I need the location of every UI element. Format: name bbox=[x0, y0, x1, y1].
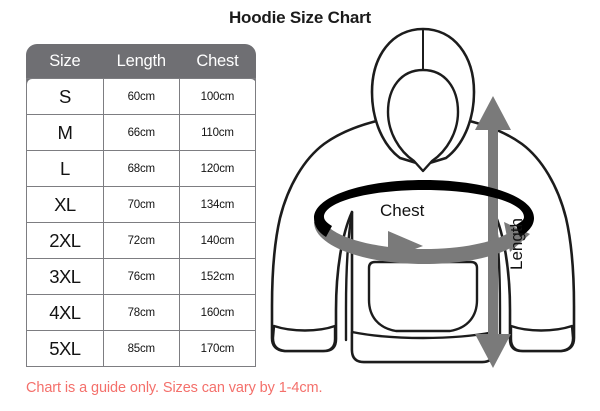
length-label: Length bbox=[507, 218, 526, 270]
chest-band-ellipse bbox=[314, 180, 534, 237]
cell-chest: 170cm bbox=[178, 330, 257, 367]
table-row: M 66cm 110cm bbox=[26, 114, 257, 151]
table-row: 3XL 76cm 152cm bbox=[26, 258, 257, 295]
cell-length: 68cm bbox=[102, 150, 180, 187]
disclaimer-note: Chart is a guide only. Sizes can vary by… bbox=[26, 380, 323, 396]
cuff-icon bbox=[271, 324, 575, 353]
cell-size: XL bbox=[26, 186, 104, 223]
column-header-size: Size bbox=[49, 51, 81, 70]
cell-chest: 140cm bbox=[178, 222, 257, 259]
cell-length: 70cm bbox=[102, 186, 180, 223]
cell-length: 60cm bbox=[102, 78, 180, 115]
cell-size: L bbox=[26, 150, 104, 187]
cell-chest: 134cm bbox=[178, 186, 257, 223]
hoodie-diagram: Chest Length bbox=[268, 20, 600, 380]
table-row: 2XL 72cm 140cm bbox=[26, 222, 257, 259]
size-table-frame: Size Length Chest S 60cm 100cm M 66cm 11… bbox=[26, 44, 257, 367]
cell-size: 3XL bbox=[26, 258, 104, 295]
cell-length: 72cm bbox=[102, 222, 180, 259]
column-header-chest: Chest bbox=[196, 51, 239, 70]
hood-opening bbox=[386, 68, 460, 173]
table-body: S 60cm 100cm M 66cm 110cm L 68cm 120cm X… bbox=[26, 78, 257, 367]
table-row: XL 70cm 134cm bbox=[26, 186, 257, 223]
table-row: S 60cm 100cm bbox=[26, 78, 257, 115]
cell-size: 4XL bbox=[26, 294, 104, 331]
cell-chest: 160cm bbox=[178, 294, 257, 331]
cell-size: 2XL bbox=[26, 222, 104, 259]
table-row: 5XL 85cm 170cm bbox=[26, 330, 257, 367]
size-table: Size Length Chest S 60cm 100cm M 66cm 11… bbox=[26, 44, 257, 367]
column-header-length: Length bbox=[116, 51, 166, 70]
kangaroo-pocket bbox=[367, 260, 479, 333]
chest-arrow-icon bbox=[314, 215, 530, 264]
cell-chest: 100cm bbox=[178, 78, 257, 115]
cell-size: M bbox=[26, 114, 104, 151]
cell-chest: 120cm bbox=[178, 150, 257, 187]
chest-label: Chest bbox=[380, 201, 425, 220]
table-header-row: Size Length Chest bbox=[27, 44, 256, 79]
cell-length: 66cm bbox=[102, 114, 180, 151]
cell-length: 85cm bbox=[102, 330, 180, 367]
cell-size: 5XL bbox=[26, 330, 104, 367]
page-title: Hoodie Size Chart bbox=[228, 8, 372, 27]
cell-length: 76cm bbox=[102, 258, 180, 295]
cell-chest: 110cm bbox=[178, 114, 257, 151]
cell-length: 78cm bbox=[102, 294, 180, 331]
length-arrow-icon bbox=[475, 96, 511, 368]
table-row: L 68cm 120cm bbox=[26, 150, 257, 187]
cell-chest: 152cm bbox=[178, 258, 257, 295]
table-row: 4XL 78cm 160cm bbox=[26, 294, 257, 331]
cell-size: S bbox=[26, 78, 104, 115]
